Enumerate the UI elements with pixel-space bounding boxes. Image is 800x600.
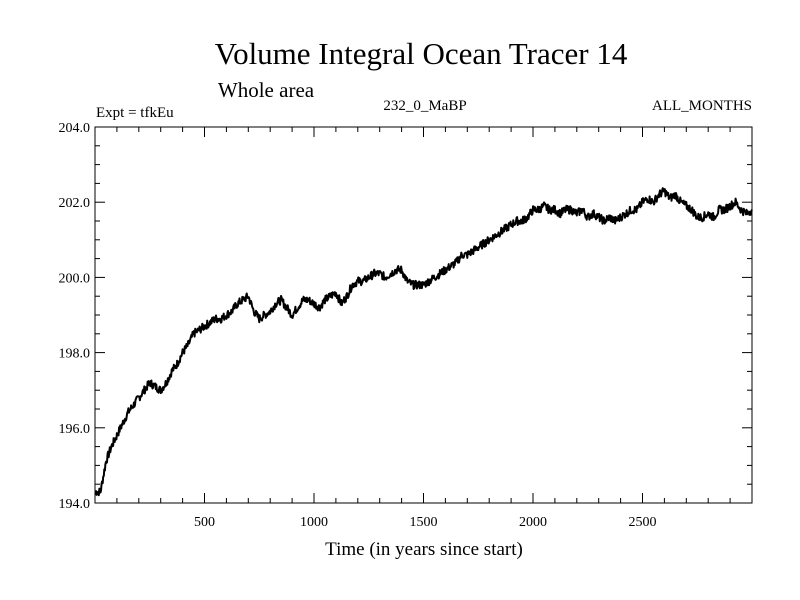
y-tick-label: 202.0 — [59, 196, 91, 211]
plot-frame — [94, 126, 753, 504]
x-tick-label: 1000 — [300, 515, 328, 530]
chart-title: Volume Integral Ocean Tracer 14 — [215, 36, 628, 71]
x-tick-label: 1500 — [410, 515, 438, 530]
period-label: 232_0_MaBP — [383, 98, 466, 114]
experiment-label: Expt = tfkEu — [96, 105, 174, 121]
x-tick-label: 2000 — [519, 515, 547, 530]
y-tick-label: 204.0 — [59, 121, 91, 136]
x-axis-label: Time (in years since start) — [325, 539, 523, 560]
x-tick-label: 2500 — [629, 515, 657, 530]
chart-subtitle: Whole area — [218, 78, 315, 102]
months-label: ALL_MONTHS — [652, 98, 752, 114]
axis-ticks — [95, 127, 752, 503]
y-tick-label: 196.0 — [59, 422, 91, 437]
y-tick-label: 198.0 — [59, 347, 91, 362]
series-line-tracer-14 — [94, 187, 753, 497]
axis-tick-labels: 500 1000 1500 2000 2500 194.0 196.0 198.0 200.0 2… — [59, 121, 657, 530]
y-tick-label: 194.0 — [59, 497, 91, 512]
x-tick-label: 500 — [194, 515, 215, 530]
y-tick-label: 200.0 — [59, 271, 91, 286]
